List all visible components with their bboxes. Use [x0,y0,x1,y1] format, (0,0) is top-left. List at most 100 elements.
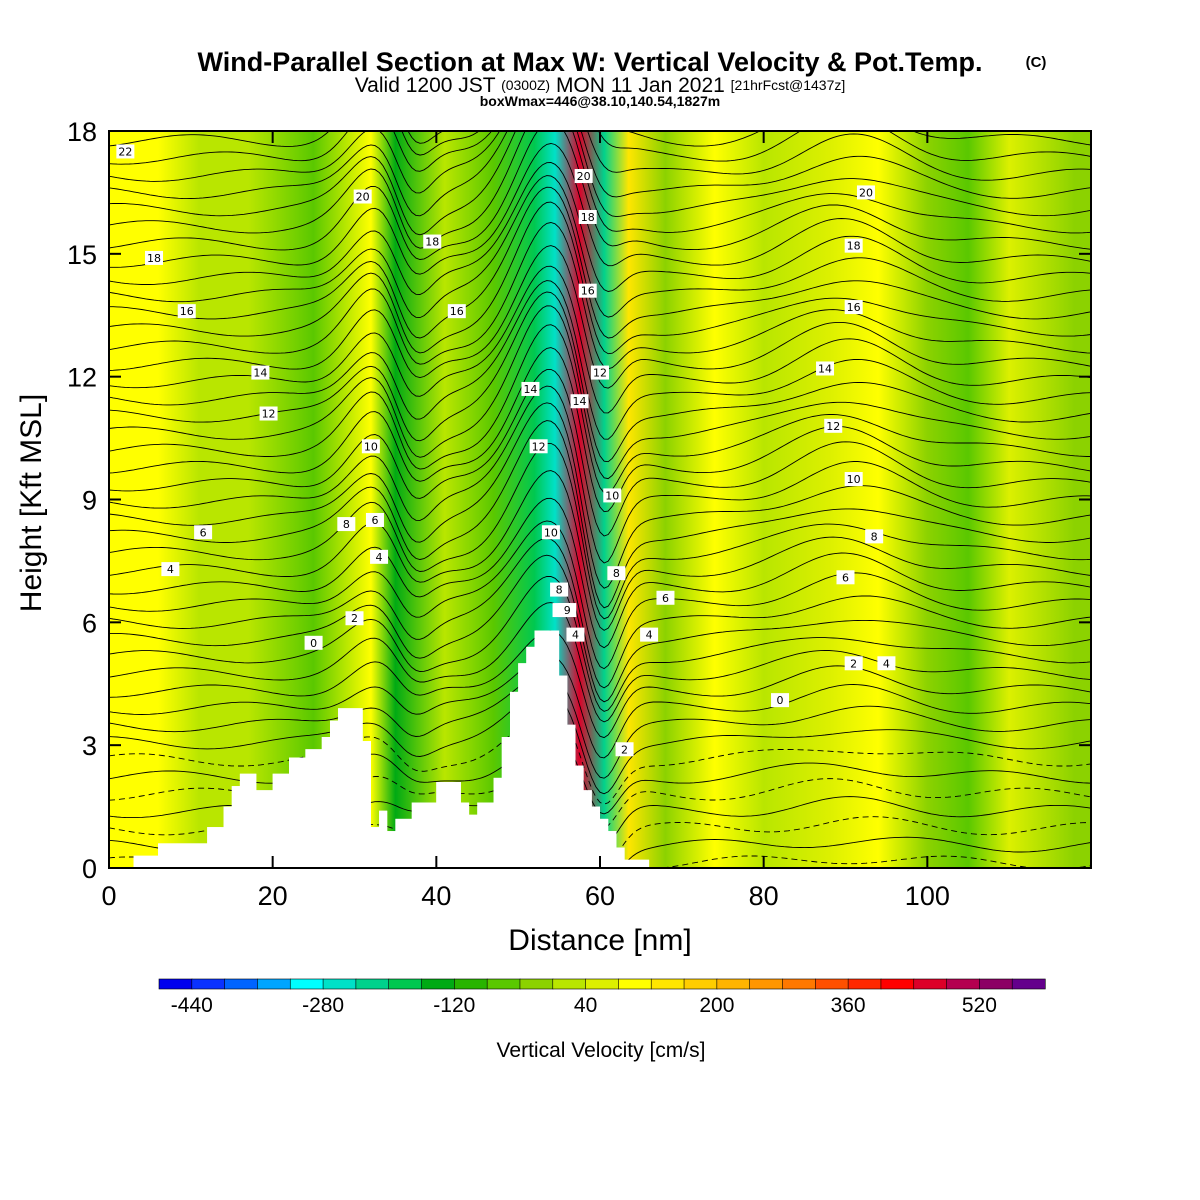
contour-label: 22 [118,145,132,158]
contour-label-box [529,439,548,454]
colorbar-label: Vertical Velocity [cm/s] [497,1039,706,1062]
contour-label-box [251,365,270,380]
isentrope-line [109,280,1091,440]
y-axis-label: Height [Kft MSL] [15,394,48,612]
isentrope-line [109,131,1091,236]
y-axis-ticks: 0 3 6 9 12 15 18 [67,117,1091,884]
isentrope-line [109,497,1091,649]
isentrope-line [109,131,1091,249]
contour-label-box [844,300,863,315]
colorbar-swatch [913,978,948,990]
isentrope-line [109,186,1091,339]
isentrope-line [109,520,1091,670]
contour-label-box [844,656,863,671]
chart-box-info: boxWmax=446@38.10,140.54,1827m [480,93,721,109]
contour-label-box [771,693,790,708]
isentrope-line [109,385,1091,564]
colorbar-swatch [847,978,882,990]
colorbar-swatch [454,978,488,990]
colorbar-tick-label: -280 [302,994,344,1017]
contour-label-box [116,144,135,159]
contour-label-box [447,304,466,319]
colorbar-swatch [224,978,259,990]
contour-label: 2 [850,657,857,670]
x-axis-label: Distance [nm] [508,924,691,957]
contour-label: 14 [818,362,832,375]
isentrope-line [109,630,1091,739]
contour-label: 16 [847,301,861,314]
y-tick-label: 15 [67,240,97,270]
contour-label-box [574,169,593,184]
isentrope-line [109,305,1091,480]
isentrope-line [109,442,1091,620]
contour-label: 8 [613,567,620,580]
colorbar-tick-label: -120 [433,994,475,1017]
colorbar-tick-label: 360 [831,994,866,1017]
contour-label-box [423,234,442,249]
colorbar-swatch [946,978,980,990]
colorbar-swatch [683,978,718,990]
x-tick-label: 80 [749,881,779,911]
isentrope-line [109,265,1091,414]
contour-label: 12 [532,440,546,453]
contour-label-box [304,635,323,650]
y-tick-label: 6 [82,608,97,638]
contour-label: 6 [200,526,207,539]
isentrope-line [109,689,1091,795]
isentrope-line [109,131,1091,260]
contour-label-box [353,189,372,204]
contour-label-box [607,566,626,581]
contour-label-box [816,361,835,376]
contour-label-box [615,742,634,757]
y-tick-label: 9 [82,486,97,516]
colorbar-swatch [1011,978,1046,990]
contour-label: 2 [351,612,358,625]
contour-label-box [844,472,863,487]
colorbar-swatch [716,978,751,990]
contour-label: 4 [376,551,383,564]
isentrope-line [109,602,1091,723]
isentrope-line [109,131,1091,217]
colorbar-swatch [158,978,193,990]
contour-label: 10 [847,473,861,486]
contour-label: 16 [581,285,595,298]
y-tick-label: 0 [82,854,97,884]
colorbar-swatch [322,978,357,990]
colorbar-swatch [355,978,390,990]
contour-label-box [259,406,278,421]
contour-label-box [370,549,389,564]
contour-label: 14 [523,383,537,396]
colorbar-tick-labels: -440 -280 -120 40 200 360 520 [171,994,997,1017]
isentrope-line [109,131,1091,194]
isentrope-line [109,709,1091,805]
contour-label: 20 [577,170,591,183]
vertical-velocity-field [109,131,1091,868]
contour-label-box [365,512,384,527]
contour-label: 20 [859,186,873,199]
contour-label: 16 [450,305,464,318]
y-tick-label: 12 [67,363,97,393]
colorbar-tick-label: 40 [574,994,597,1017]
contour-label: 20 [356,191,370,204]
colorbar-swatch [618,978,652,990]
contour-label: 10 [544,526,558,539]
colorbar [158,978,1046,990]
contour-label-box [361,439,380,454]
colorbar-swatch [880,978,915,990]
colorbar-tick-label: 520 [962,994,997,1017]
contour-label: 18 [425,236,439,249]
isentrope-line [109,245,1091,389]
contour-label: 10 [364,440,378,453]
contour-label: 6 [662,592,669,605]
contour-label: 12 [262,408,276,421]
chart-subtitle: Valid 1200 JST (0300Z) MON 11 Jan 2021 [… [355,72,846,97]
isentrope-line [109,162,1091,295]
x-tick-label: 60 [585,881,615,911]
colorbar-swatch [749,978,784,990]
contour-label: 4 [646,629,653,642]
x-tick-label: 100 [905,881,950,911]
contour-label: 4 [572,629,579,642]
y-tick-label: 3 [82,731,97,761]
contour-label: 18 [847,240,861,253]
